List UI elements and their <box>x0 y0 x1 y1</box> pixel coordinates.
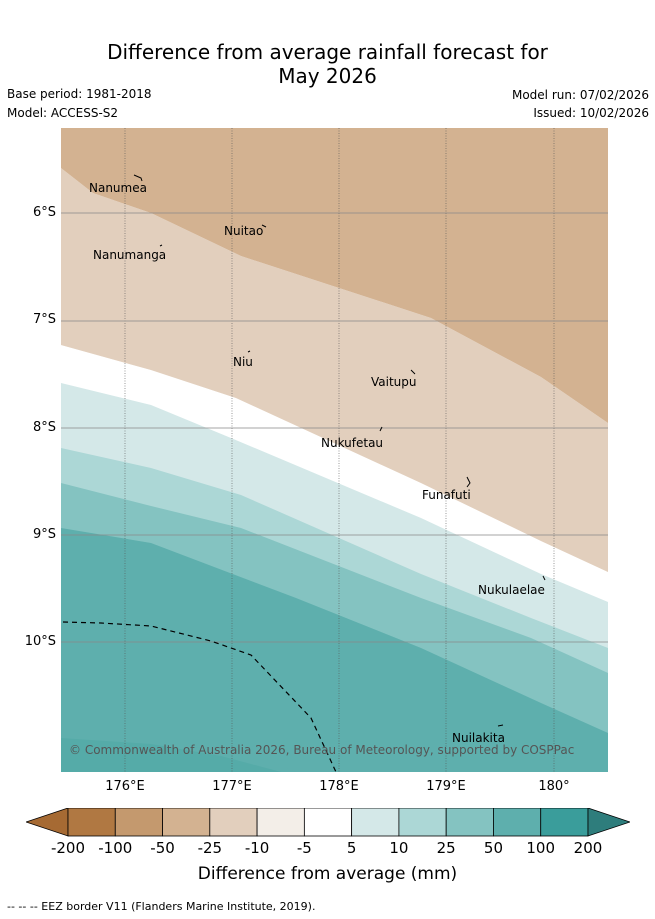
colorbar-tick-label: 50 <box>483 839 503 857</box>
band-minus25-minus10-area <box>61 168 608 572</box>
colorbar-tick-label: -5 <box>296 839 312 857</box>
eez-border <box>62 621 337 772</box>
funafuti-island <box>466 476 471 488</box>
place-nukufetau: Nukufetau <box>321 436 384 450</box>
colorbar-arrow-high <box>587 808 630 837</box>
lon-label-177e: 177°E <box>212 779 252 794</box>
nuilakita-island <box>497 724 504 727</box>
colorbar-tick-label: -25 <box>197 839 223 857</box>
nanumea-island <box>133 174 143 182</box>
title-line-1: Difference from average rainfall forecas… <box>107 40 548 64</box>
niu-island <box>247 350 251 353</box>
model-name: Model: ACCESS-S2 <box>7 106 119 120</box>
lon-label-176e: 176°E <box>105 779 145 794</box>
colorbar-cell <box>540 808 589 837</box>
colorbar-cell <box>303 808 353 837</box>
place-nuilakita: Nuilakita <box>452 731 505 745</box>
lon-label-180: 180° <box>538 779 570 794</box>
colorbar-cell <box>67 808 116 837</box>
band-minus50-minus25 <box>61 128 608 423</box>
colorbar-tick-label: 5 <box>346 839 357 857</box>
colorbar-tick-label: -200 <box>50 839 86 857</box>
place-funafuti: Funafuti <box>422 488 471 502</box>
base-period: Base period: 1981-2018 <box>7 87 152 101</box>
colorbar-tick-label: -100 <box>98 839 133 857</box>
place-nanumea: Nanumea <box>89 181 147 195</box>
copyright-notice: © Commonwealth of Australia 2026, Bureau… <box>69 743 575 757</box>
place-vaitupu: Vaitupu <box>371 375 417 389</box>
place-nanumanga: Nanumanga <box>93 248 167 262</box>
colorbar-cell <box>256 808 305 837</box>
nukulaelae-island <box>542 575 546 581</box>
colorbar-tick-label: 200 <box>573 839 603 857</box>
colorbar-cells <box>26 808 630 837</box>
lon-label-179e: 179°E <box>426 779 466 794</box>
colorbar <box>26 808 630 837</box>
band-50-100-edge <box>61 738 281 772</box>
colorbar-tick-label: 100 <box>526 839 556 857</box>
colorbar-arrow-low <box>26 808 69 837</box>
colorbar-cell <box>162 808 211 837</box>
colorbar-cell <box>114 808 163 837</box>
lat-label-6s: 6°S <box>32 205 56 220</box>
colorbar-tick-label: 10 <box>389 839 409 857</box>
lat-label-10s: 10°S <box>24 634 56 649</box>
lat-label-8s: 8°S <box>32 420 56 435</box>
colorbar-tick-label: -10 <box>244 839 270 857</box>
place-nukulaelae: Nukulaelae <box>478 583 545 597</box>
lat-label-7s: 7°S <box>32 312 56 327</box>
nuitao-island <box>261 224 267 228</box>
issued-date: Issued: 10/02/2026 <box>533 106 649 120</box>
nukufetau-island <box>379 426 383 432</box>
colorbar-title: Difference from average (mm) <box>197 864 458 884</box>
colorbar-cell <box>398 808 447 837</box>
vaitupu-island <box>410 369 416 375</box>
title-line-2: May 2026 <box>278 64 377 88</box>
place-nuitao: Nuitao <box>224 224 264 238</box>
map-title: Difference from average rainfall forecas… <box>0 40 655 88</box>
colorbar-cell <box>351 808 400 837</box>
colorbar-cell <box>493 808 542 837</box>
colorbar-cell <box>445 808 494 837</box>
rainfall-map <box>61 128 608 772</box>
model-run: Model run: 07/02/2026 <box>511 88 649 102</box>
latitude-lines <box>61 212 608 643</box>
colorbar-cell <box>209 808 258 837</box>
eez-footnote: -- -- -- EEZ border V11 (Flanders Marine… <box>7 900 316 913</box>
colorbar-tick-label: 25 <box>436 839 456 857</box>
colorbar-tick-label: -50 <box>150 839 175 857</box>
nanumanga-island <box>159 244 163 247</box>
lon-label-178e: 178°E <box>319 779 359 794</box>
island-marks <box>133 174 546 727</box>
lat-label-9s: 9°S <box>32 527 56 542</box>
map-canvas <box>61 128 608 772</box>
place-niu: Niu <box>233 355 253 369</box>
